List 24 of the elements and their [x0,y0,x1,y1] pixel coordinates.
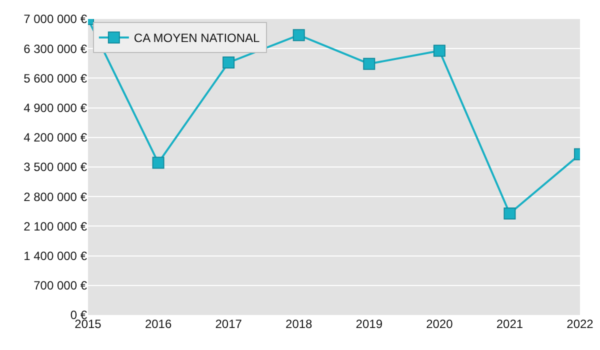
y-tick-label: 6 300 000 € [24,42,88,56]
y-tick-label: 5 600 000 € [24,71,88,86]
x-tick-label: 2019 [356,317,383,331]
point [292,29,305,42]
point [152,156,164,169]
x-tick-label: 2016 [144,317,172,331]
x-tick-label: 2022 [566,317,594,331]
x-tick-label: 2017 [215,317,242,331]
y-tick-label: 2 800 000 € [24,190,88,204]
y-tick-label: 1 400 000 € [24,249,88,263]
point [222,56,235,69]
x-tick-label: 2021 [496,317,524,331]
y-tick-label: 700 000 € [34,278,88,293]
x-tick-label: 2020 [426,317,454,331]
y-tick-label: 4 200 000 € [24,130,88,145]
y-tick-label: 7 000 000 € [24,12,88,26]
y-tick-label: 4 900 000 € [24,101,88,115]
y-tick-label: 2 100 000 € [24,219,88,234]
point [433,44,446,57]
point [363,58,376,70]
point [504,208,516,220]
legend-label: CA MOYEN NATIONAL [134,31,260,46]
y-tick-label: 3 500 000 € [24,160,88,174]
x-tick-label: 2018 [286,317,313,331]
